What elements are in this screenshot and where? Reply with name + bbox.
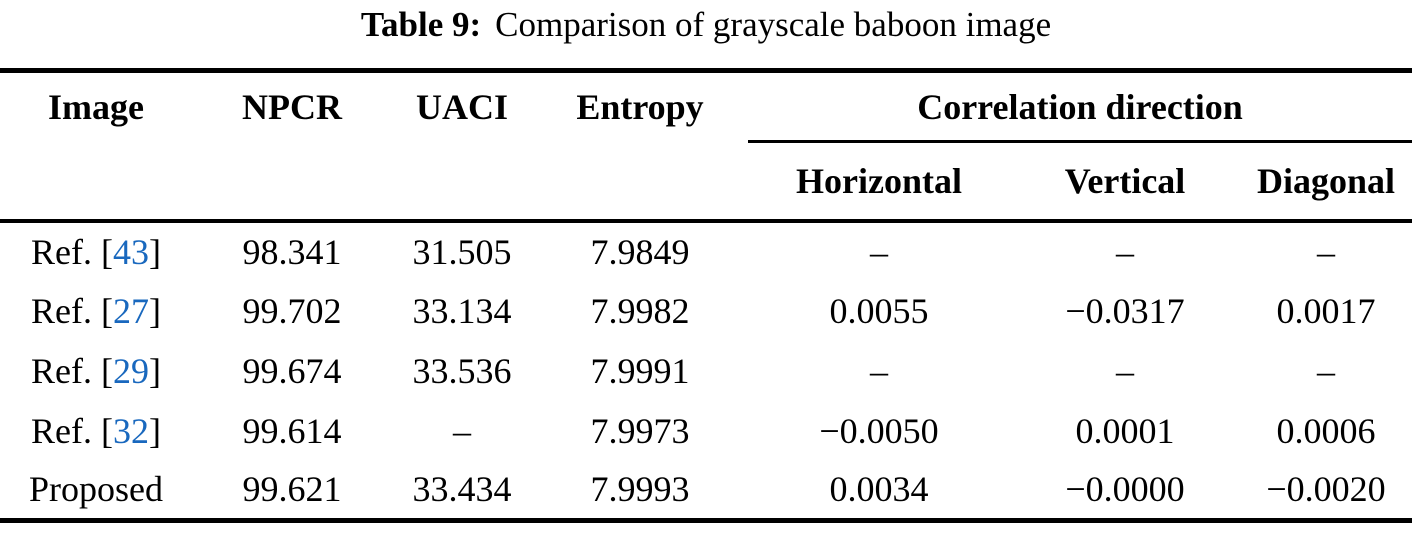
cell-vertical: 0.0001	[1075, 410, 1175, 451]
cell-horizontal: 0.0055	[829, 290, 929, 331]
column-header-npcr: NPCR	[242, 87, 342, 128]
cell-image: Ref. [29]	[0, 341, 192, 401]
cell-image: Proposed	[0, 461, 192, 521]
cell-image: Ref. [27]	[0, 281, 192, 341]
table-row: Ref. [27] 99.702 33.134 7.9982 0.0055 −0…	[0, 281, 1412, 341]
cell-uaci: 31.505	[412, 231, 512, 272]
ref-label-suffix: ]	[148, 290, 161, 331]
cell-horizontal: –	[870, 231, 888, 272]
cell-diagonal: –	[1317, 231, 1336, 272]
column-header-diagonal: Diagonal	[1240, 141, 1412, 223]
cell-diagonal: −0.0020	[1266, 469, 1386, 510]
column-header-horizontal: Horizontal	[748, 141, 1010, 223]
cell-diagonal: 0.0017	[1276, 290, 1376, 331]
cell-entropy: 7.9982	[590, 290, 690, 331]
cell-entropy: 7.9991	[590, 350, 690, 391]
cell-horizontal: –	[870, 350, 888, 391]
ref-label-prefix: Ref. [	[31, 410, 113, 451]
column-group-correlation-direction: Correlation direction	[748, 70, 1412, 143]
header-spacer	[0, 141, 192, 223]
column-header-uaci: UACI	[415, 87, 508, 128]
table-row: Ref. [29] 99.674 33.536 7.9991 – – –	[0, 341, 1412, 401]
ref-label-suffix: ]	[148, 410, 161, 451]
cell-image: Ref. [32]	[0, 401, 192, 461]
cell-npcr: 99.621	[242, 469, 342, 510]
table-row: Ref. [32] 99.614 – 7.9973 −0.0050 0.0001…	[0, 401, 1412, 461]
column-header-entropy: Entropy	[576, 87, 704, 128]
row-label: Proposed	[29, 469, 163, 510]
column-header-vertical: Vertical	[1010, 141, 1240, 223]
cell-entropy: 7.9973	[590, 410, 690, 451]
cell-uaci: 33.536	[412, 350, 512, 391]
cell-uaci: 33.134	[412, 290, 512, 331]
cell-vertical: –	[1116, 350, 1134, 391]
citation-link[interactable]: 43	[112, 231, 149, 272]
ref-label-prefix: Ref. [	[31, 231, 113, 272]
header-spacer	[392, 141, 532, 223]
citation-link[interactable]: 29	[112, 350, 149, 391]
ref-label-suffix: ]	[148, 350, 161, 391]
ref-label-suffix: ]	[148, 231, 161, 272]
column-header-image: Image	[48, 87, 144, 128]
cell-entropy: 7.9993	[590, 469, 690, 510]
header-row-2: Horizontal Vertical Diagonal	[0, 141, 1412, 223]
cell-entropy: 7.9849	[590, 231, 690, 272]
cell-diagonal: –	[1317, 350, 1336, 391]
ref-label-prefix: Ref. [	[31, 290, 113, 331]
cell-vertical: −0.0317	[1065, 290, 1185, 331]
table-row: Proposed 99.621 33.434 7.9993 0.0034 −0.…	[0, 461, 1412, 521]
cell-npcr: 98.341	[242, 231, 342, 272]
header-row-1: Image NPCR UACI Entropy Correlation dire…	[0, 70, 1412, 143]
cell-horizontal: −0.0050	[819, 410, 939, 451]
cell-npcr: 99.702	[242, 290, 342, 331]
comparison-table: Image NPCR UACI Entropy Correlation dire…	[0, 68, 1412, 523]
cell-image: Ref. [43]	[0, 221, 192, 281]
cell-npcr: 99.614	[242, 410, 342, 451]
table-caption: Table 9: Comparison of grayscale baboon i…	[0, 4, 1412, 46]
citation-link[interactable]: 27	[112, 290, 149, 331]
header-spacer	[192, 141, 392, 223]
cell-diagonal: 0.0006	[1276, 410, 1376, 451]
cell-vertical: –	[1116, 231, 1134, 272]
header-spacer	[532, 141, 748, 223]
cell-uaci: 33.434	[412, 469, 512, 510]
table-caption-number: Table 9:	[360, 5, 482, 44]
table-header: Image NPCR UACI Entropy Correlation dire…	[0, 70, 1412, 223]
cell-npcr: 99.674	[242, 350, 342, 391]
cell-vertical: −0.0000	[1065, 469, 1185, 510]
cell-horizontal: 0.0034	[829, 469, 929, 510]
table-caption-text: Comparison of grayscale baboon image	[495, 5, 1052, 44]
citation-link[interactable]: 32	[112, 410, 149, 451]
ref-label-prefix: Ref. [	[31, 350, 113, 391]
table-row: Ref. [43] 98.341 31.505 7.9849 – – –	[0, 221, 1412, 281]
cell-uaci: –	[453, 410, 471, 451]
